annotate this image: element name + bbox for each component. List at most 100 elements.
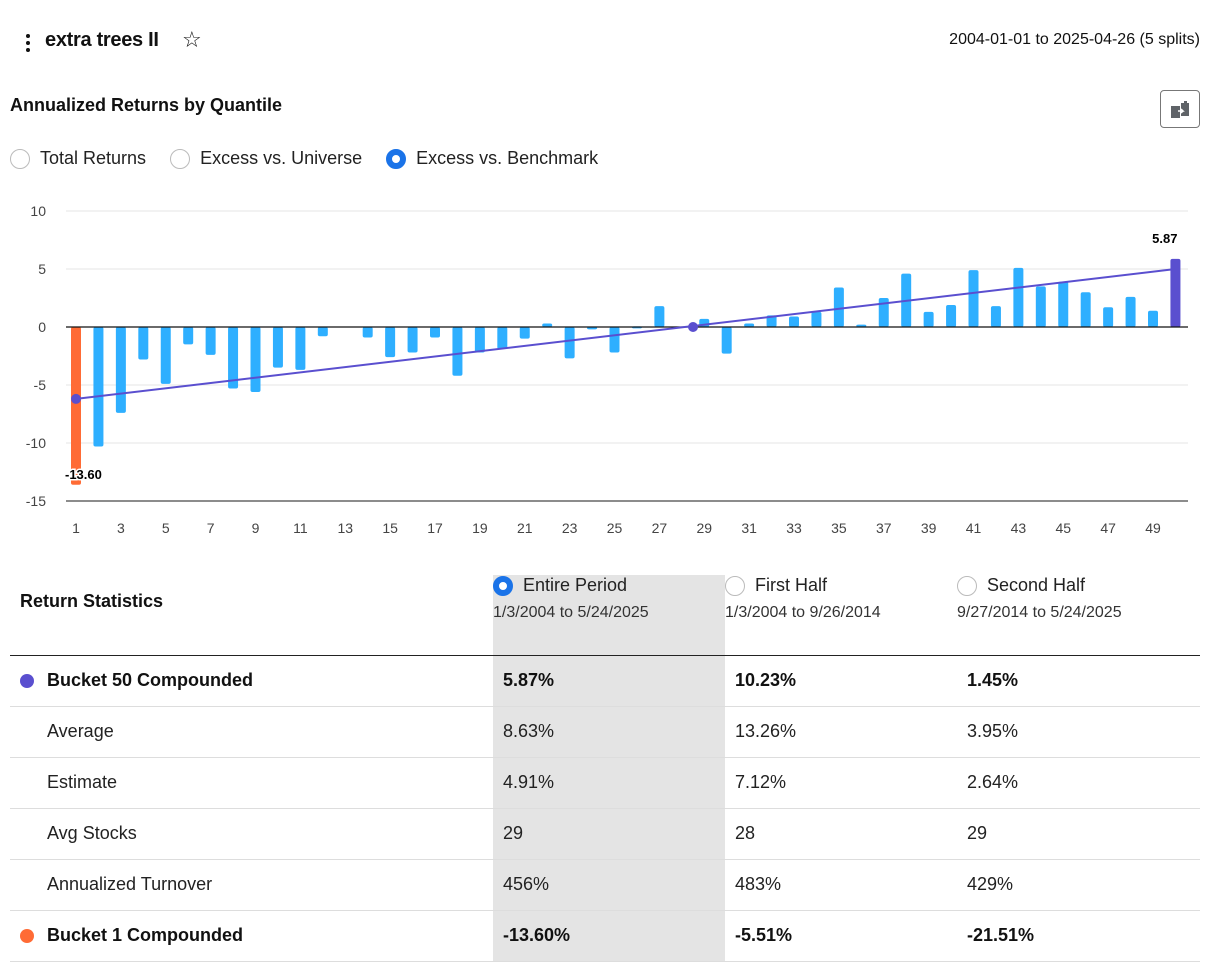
more-options-icon[interactable] [20, 30, 36, 56]
x-tick-label: 1 [72, 520, 80, 536]
cell-value: -13.60% [493, 910, 725, 961]
x-tick-label: 39 [921, 520, 937, 536]
radio-excess-benchmark[interactable]: Excess vs. Benchmark [386, 148, 598, 169]
x-tick-label: 27 [652, 520, 668, 536]
trend-marker [688, 322, 699, 332]
radio-circle[interactable] [957, 575, 977, 596]
x-tick-label: 29 [696, 520, 712, 536]
x-tick-label: 21 [517, 520, 533, 536]
x-tick-label: 41 [966, 520, 982, 536]
bar-bucket-9 [250, 327, 261, 392]
bar-bucket-45 [1058, 281, 1069, 327]
period-radio-entire[interactable]: Entire Period [493, 575, 725, 596]
radio-circle-checked[interactable] [386, 148, 407, 169]
y-tick-label: -5 [34, 377, 47, 393]
x-tick-label: 15 [382, 520, 398, 536]
cell-value: 8.63% [493, 706, 725, 757]
cell-value: 456% [493, 859, 725, 910]
bar-bucket-2 [93, 327, 104, 447]
bar-bucket-25 [609, 327, 620, 353]
bar-bucket-49 [1148, 310, 1158, 327]
bar-bucket-40 [946, 304, 957, 327]
bar-bucket-6 [183, 327, 194, 345]
bar-bucket-4 [138, 327, 149, 360]
row-label: Avg Stocks [47, 823, 137, 843]
radio-excess-universe[interactable]: Excess vs. Universe [170, 148, 362, 169]
row-label: Annualized Turnover [47, 874, 213, 894]
page-header: extra trees II ☆ 2004-01-01 to 2025-04-2… [0, 0, 1212, 80]
section-title: Annualized Returns by Quantile [10, 95, 283, 115]
bar-bucket-16 [407, 327, 418, 353]
trend-marker [71, 393, 81, 404]
period-radio-first-half[interactable]: First Half [725, 575, 957, 596]
cell-value: 7.12% [735, 772, 787, 792]
period-radio-second-half[interactable]: Second Half [957, 575, 1200, 596]
bar-bucket-5 [160, 327, 171, 384]
table-row: Annualized Turnover 456% 483% 429% [10, 859, 1200, 910]
y-tick-label: -10 [26, 435, 46, 451]
y-tick-label: 10 [30, 203, 46, 219]
bar-bucket-7 [205, 327, 216, 355]
bar-bucket-11 [295, 327, 306, 370]
radio-label: Excess vs. Benchmark [416, 148, 599, 168]
cell-value: 429% [967, 874, 1014, 894]
bar-bucket-42 [990, 306, 1001, 327]
period-label: Entire Period [523, 575, 628, 595]
x-tick-label: 13 [337, 520, 353, 536]
period-range: 9/27/2014 to 5/24/2025 [957, 604, 1122, 621]
bar-bucket-15 [385, 327, 396, 358]
row-label: Bucket 1 Compounded [10, 910, 493, 961]
bar-bucket-48 [1125, 296, 1136, 327]
bar-bucket-18 [452, 327, 463, 376]
period-first-half[interactable]: First Half 1/3/2004 to 9/26/2014 [725, 575, 957, 655]
bar-bucket-21 [519, 327, 530, 339]
bar-bucket-30 [721, 327, 732, 354]
cell-value: 13.26% [735, 721, 797, 741]
period-entire[interactable]: Entire Period 1/3/2004 to 5/24/2025 [493, 575, 725, 655]
radio-total-returns[interactable]: Total Returns [10, 148, 146, 169]
bar-bucket-39 [923, 311, 934, 327]
period-second-half[interactable]: Second Half 9/27/2014 to 5/24/2025 [957, 575, 1200, 655]
x-tick-label: 7 [207, 520, 215, 536]
bar-bucket-1 [71, 327, 81, 485]
bar-bucket-17 [430, 327, 440, 338]
bucket-50-dot-icon [20, 673, 34, 688]
cell-value: 2.64% [967, 772, 1019, 792]
radio-circle-checked[interactable] [493, 575, 513, 596]
bar-bucket-19 [474, 327, 485, 353]
x-tick-label: 49 [1145, 520, 1161, 536]
row-label: Bucket 50 Compounded [10, 655, 493, 706]
radio-label: Total Returns [40, 148, 147, 168]
cell-value: 10.23% [735, 670, 797, 690]
x-tick-label: 43 [1011, 520, 1027, 536]
bar-bucket-8 [228, 327, 239, 389]
x-tick-label: 19 [472, 520, 488, 536]
bar-bucket-32 [766, 315, 777, 327]
stats-title: Return Statistics [20, 591, 164, 611]
row-label: Estimate [47, 772, 118, 792]
x-tick-label: 31 [741, 520, 757, 536]
radio-circle[interactable] [170, 148, 191, 169]
bar-bucket-12 [317, 327, 328, 337]
cell-value: 4.91% [493, 757, 725, 808]
period-label: Second Half [987, 575, 1086, 595]
cell-value: 5.87% [493, 655, 725, 706]
data-label-bucket-1: -13.60 [65, 467, 102, 482]
bar-bucket-37 [878, 298, 889, 327]
cell-value: 483% [735, 874, 782, 894]
return-statistics-table: Return Statistics Entire Period 1/3/2004… [10, 575, 1200, 962]
bucket-1-dot-icon [20, 928, 34, 943]
period-label: First Half [755, 575, 827, 595]
bar-bucket-20 [497, 327, 508, 350]
export-button[interactable] [1160, 90, 1200, 128]
cell-value: 3.95% [967, 721, 1019, 741]
radio-circle[interactable] [10, 148, 30, 169]
x-tick-label: 5 [162, 520, 170, 536]
favorite-star-icon[interactable]: ☆ [182, 28, 202, 53]
radio-circle[interactable] [725, 575, 745, 596]
x-tick-label: 47 [1100, 520, 1116, 536]
x-tick-label: 9 [252, 520, 260, 536]
bar-bucket-22 [542, 323, 553, 327]
export-icon [1171, 101, 1189, 118]
